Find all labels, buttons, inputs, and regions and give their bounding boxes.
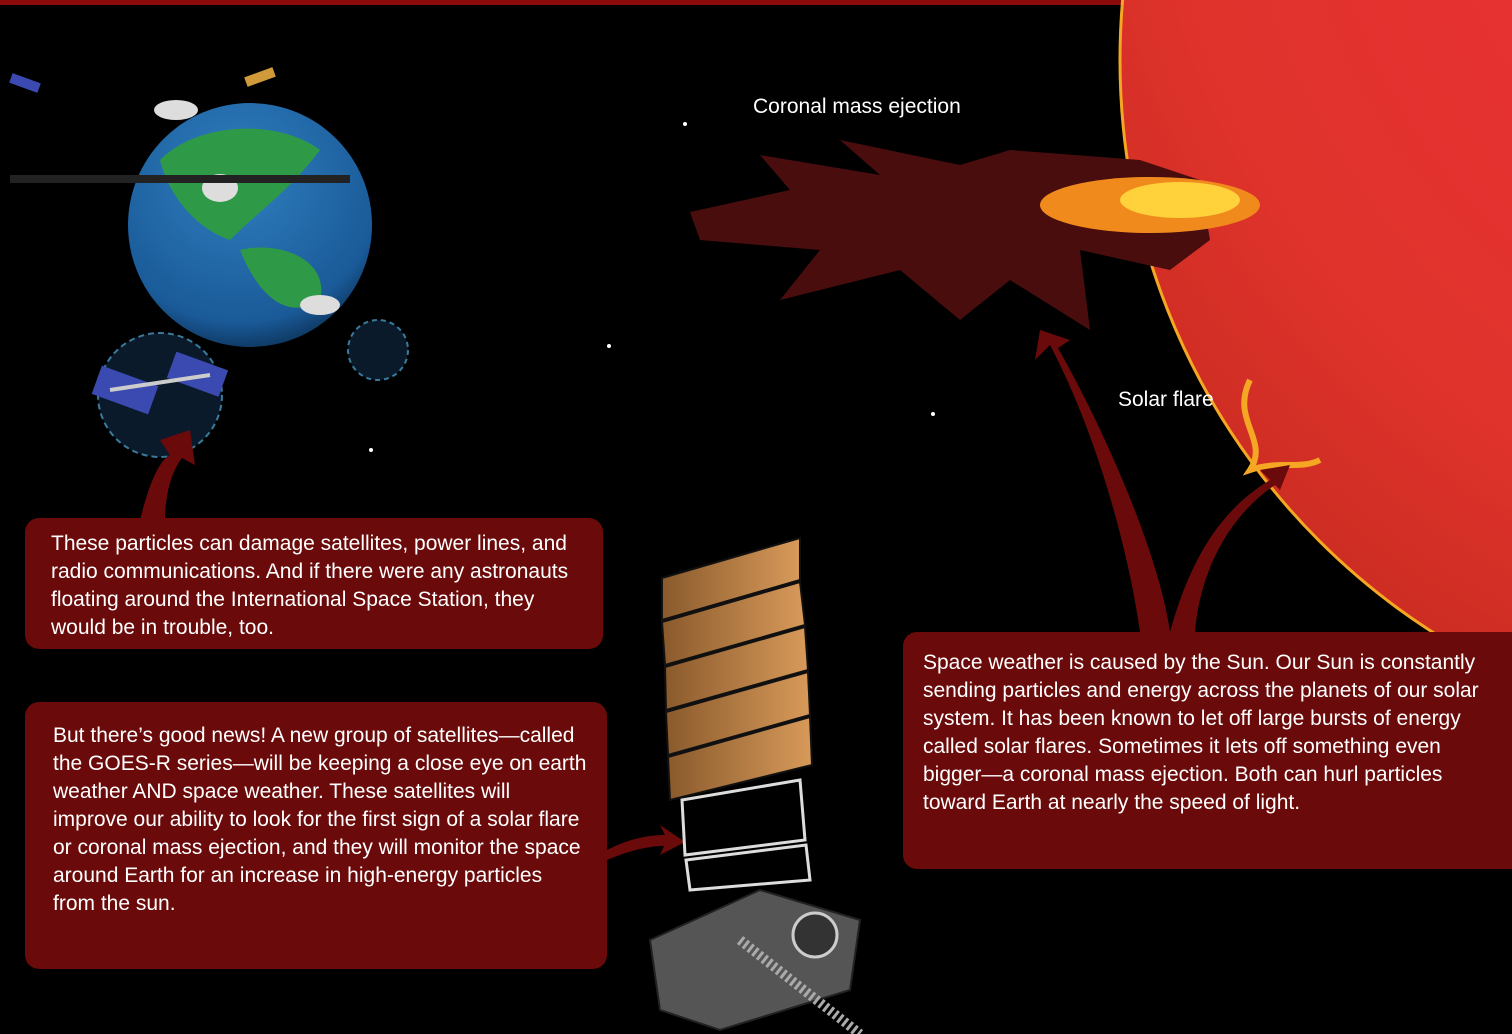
cme-label: Coronal mass ejection xyxy=(753,95,961,119)
solar-flare-label: Solar flare xyxy=(1118,388,1214,412)
cloud xyxy=(300,295,340,315)
iss xyxy=(92,333,228,457)
flare-core xyxy=(1120,182,1240,218)
satellite-glow xyxy=(348,320,408,380)
info-box: Space weather is caused by the Sun. Our … xyxy=(903,632,1512,869)
info-box: But there’s good news! A new group of sa… xyxy=(25,702,607,969)
page: Coronal mass ejection Solar flare These … xyxy=(0,0,1512,1034)
small-satellite xyxy=(244,67,276,87)
small-satellite xyxy=(9,73,41,93)
glitch-band xyxy=(10,175,350,183)
cme-cloud xyxy=(690,140,1210,330)
cloud xyxy=(154,100,198,120)
goes-satellite xyxy=(650,538,860,1034)
info-box: These particles can damage satellites, p… xyxy=(25,518,603,649)
